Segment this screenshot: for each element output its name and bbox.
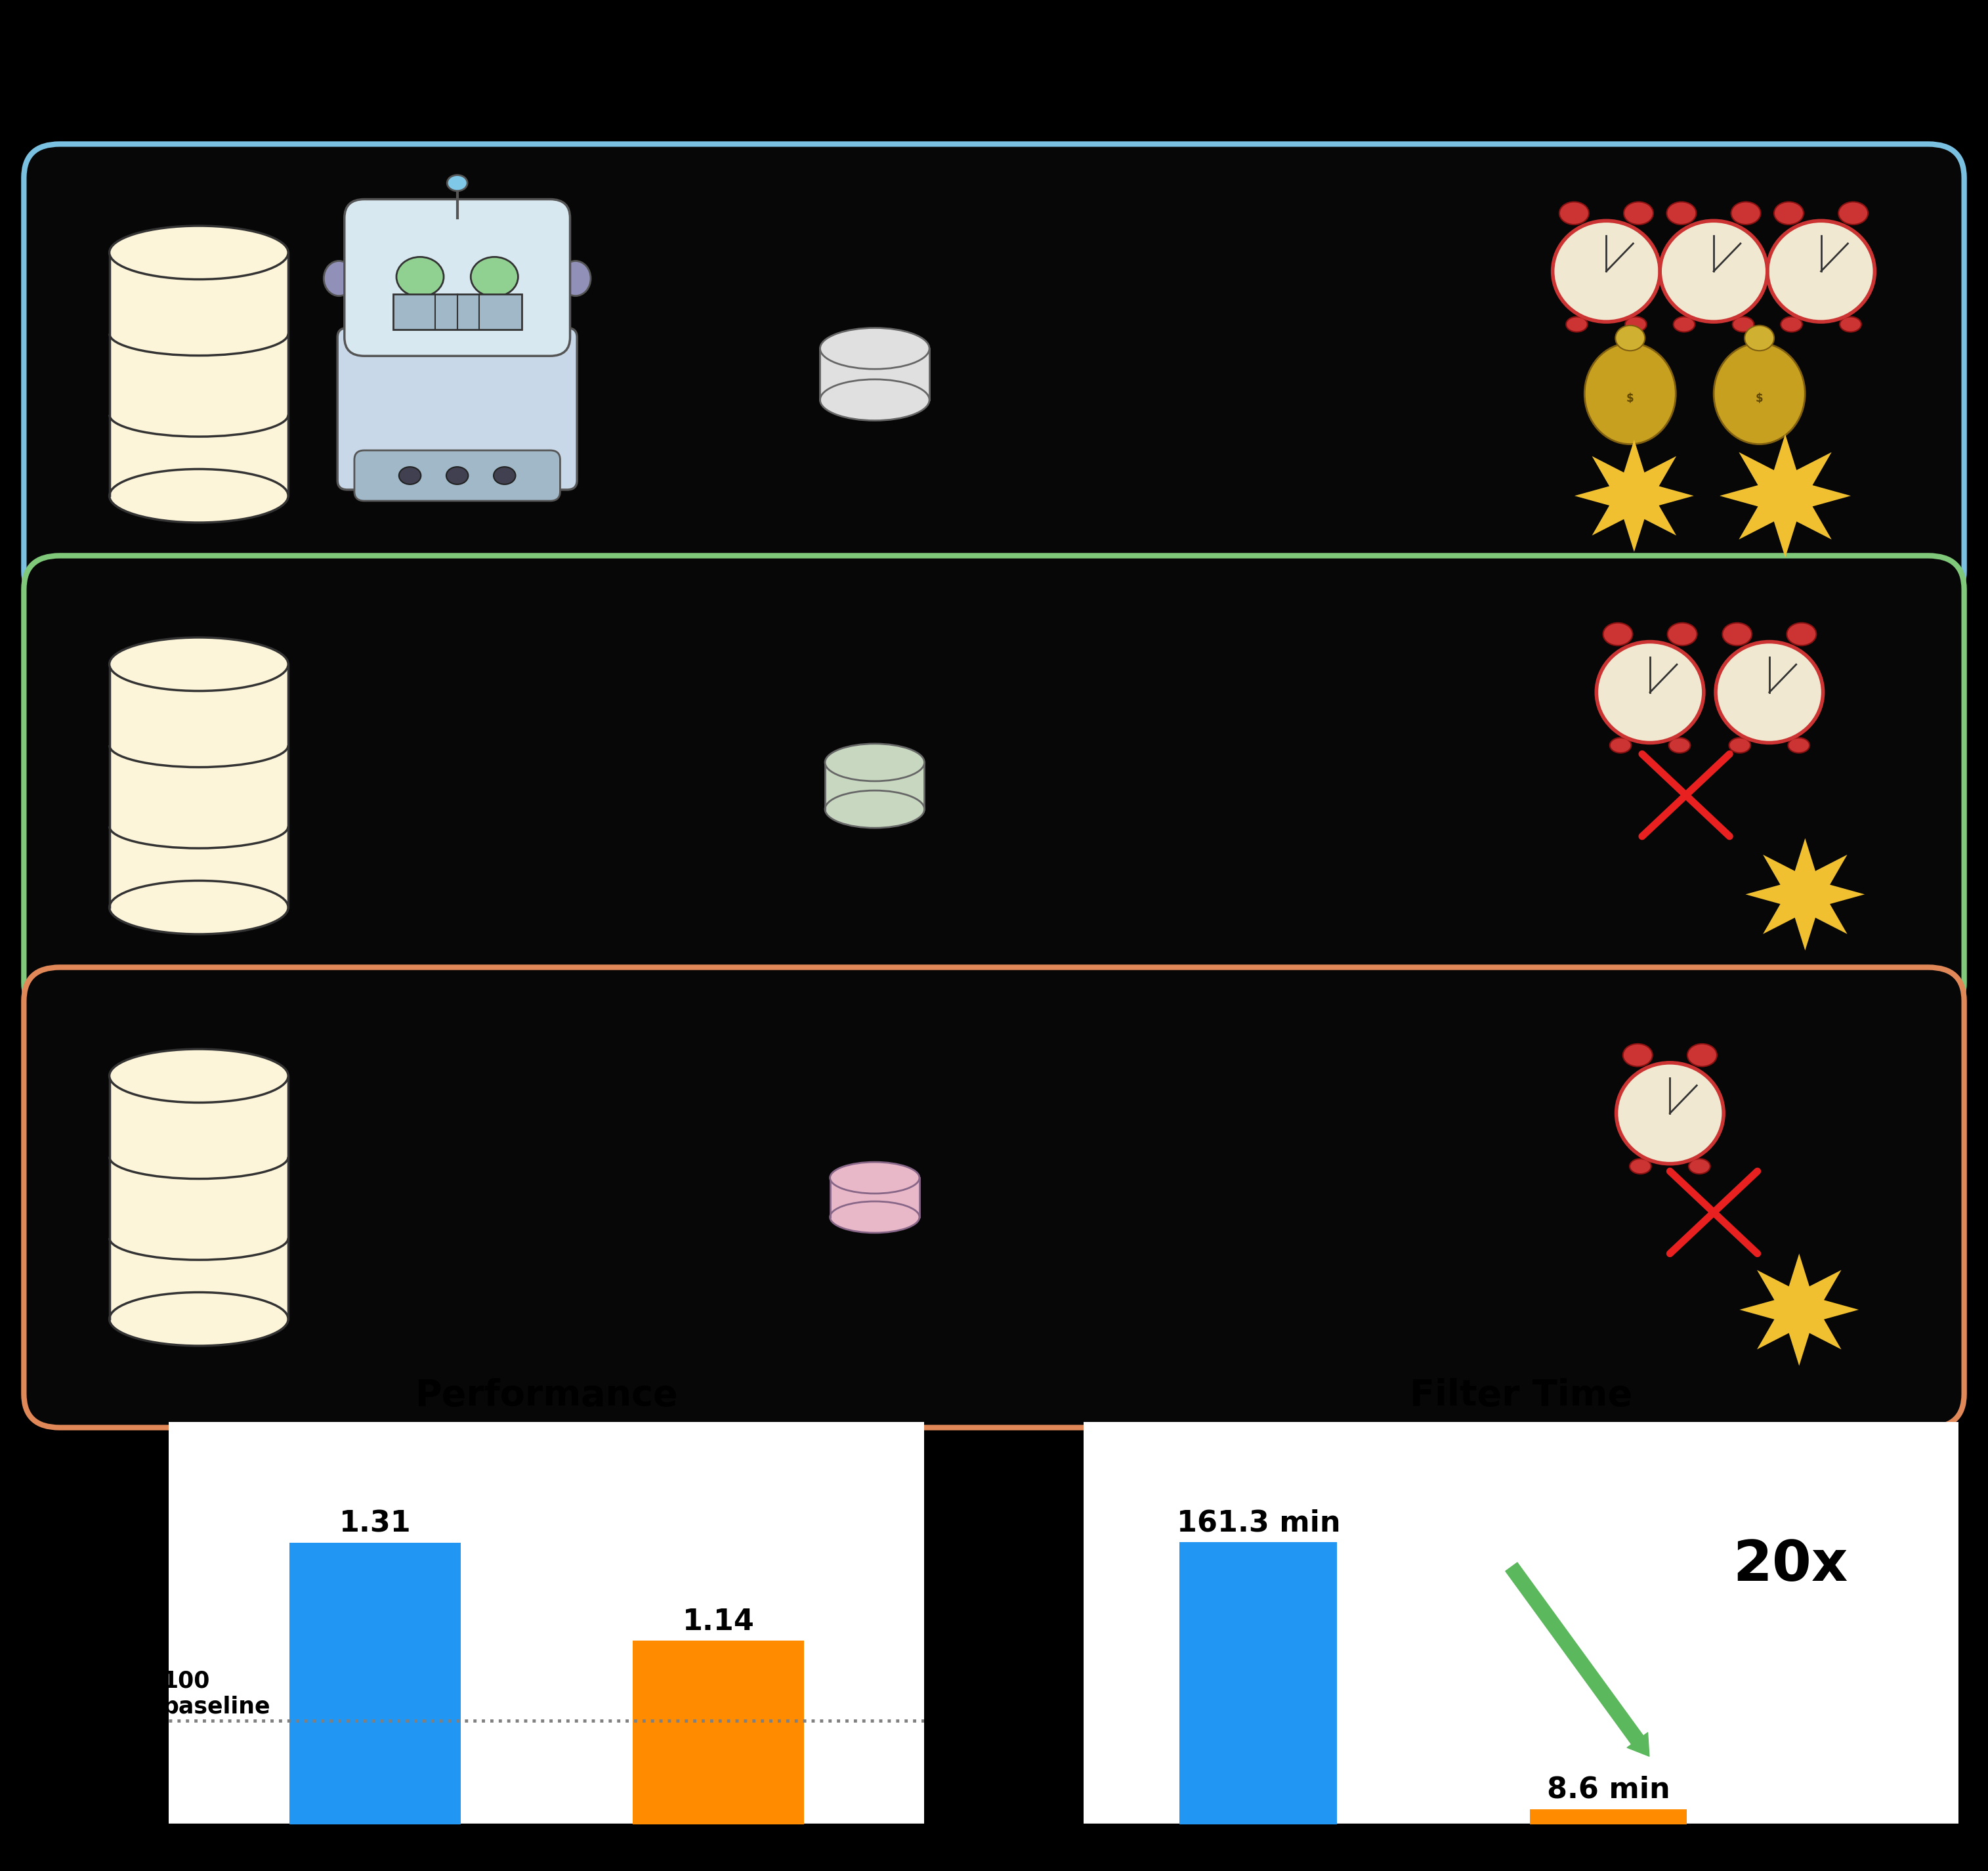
Ellipse shape <box>1767 221 1875 322</box>
Ellipse shape <box>1624 202 1654 225</box>
Ellipse shape <box>1839 202 1869 225</box>
FancyBboxPatch shape <box>24 556 1964 1016</box>
Ellipse shape <box>1596 642 1704 743</box>
Ellipse shape <box>1714 342 1805 443</box>
Ellipse shape <box>1624 316 1646 331</box>
Ellipse shape <box>1732 316 1753 331</box>
Ellipse shape <box>1839 316 1861 331</box>
Ellipse shape <box>1622 1044 1652 1066</box>
Ellipse shape <box>1732 202 1761 225</box>
Ellipse shape <box>1668 737 1690 752</box>
Text: 100
baseline: 100 baseline <box>163 1669 270 1718</box>
FancyBboxPatch shape <box>394 294 521 329</box>
FancyBboxPatch shape <box>819 348 928 400</box>
Text: 20x: 20x <box>1734 1538 1847 1592</box>
Ellipse shape <box>445 468 469 485</box>
Ellipse shape <box>109 470 288 522</box>
Text: 161.3 min: 161.3 min <box>1177 1508 1340 1536</box>
Ellipse shape <box>1630 1158 1652 1173</box>
Ellipse shape <box>561 260 590 296</box>
Ellipse shape <box>1787 737 1809 752</box>
Ellipse shape <box>1567 316 1588 331</box>
FancyBboxPatch shape <box>344 200 571 355</box>
Ellipse shape <box>1602 623 1632 645</box>
Ellipse shape <box>1716 642 1823 743</box>
Ellipse shape <box>396 256 443 297</box>
Ellipse shape <box>1584 342 1676 443</box>
Ellipse shape <box>447 176 467 191</box>
FancyBboxPatch shape <box>338 327 577 490</box>
Ellipse shape <box>1787 623 1817 645</box>
Ellipse shape <box>825 745 924 782</box>
Ellipse shape <box>1781 316 1803 331</box>
FancyBboxPatch shape <box>24 967 1964 1428</box>
Text: $: $ <box>1755 393 1763 404</box>
Ellipse shape <box>1553 221 1660 322</box>
Title: Performance: Performance <box>415 1377 678 1413</box>
Bar <box>632 1641 805 1871</box>
Ellipse shape <box>831 1162 918 1194</box>
Ellipse shape <box>109 638 288 690</box>
Ellipse shape <box>109 881 288 934</box>
Ellipse shape <box>471 256 519 297</box>
Ellipse shape <box>324 260 354 296</box>
Ellipse shape <box>1660 221 1767 322</box>
Ellipse shape <box>1688 1158 1710 1173</box>
Ellipse shape <box>1722 623 1751 645</box>
Polygon shape <box>1745 838 1865 950</box>
Text: 1.31: 1.31 <box>340 1510 412 1538</box>
Ellipse shape <box>1745 326 1773 350</box>
FancyArrowPatch shape <box>1505 1562 1650 1757</box>
Ellipse shape <box>825 791 924 827</box>
Text: 1.14: 1.14 <box>682 1607 755 1635</box>
Ellipse shape <box>109 226 288 279</box>
Ellipse shape <box>1666 202 1696 225</box>
Ellipse shape <box>831 1201 918 1233</box>
Ellipse shape <box>1616 326 1644 350</box>
Ellipse shape <box>1773 202 1803 225</box>
Text: 8.6 min: 8.6 min <box>1547 1776 1670 1804</box>
FancyBboxPatch shape <box>825 763 924 808</box>
Ellipse shape <box>1668 623 1698 645</box>
Title: Filter Time: Filter Time <box>1409 1377 1632 1413</box>
Ellipse shape <box>109 1293 288 1345</box>
Ellipse shape <box>1674 316 1696 331</box>
Polygon shape <box>1740 1254 1859 1366</box>
Ellipse shape <box>1730 737 1751 752</box>
Text: $: $ <box>1626 393 1634 404</box>
Ellipse shape <box>821 380 928 421</box>
Polygon shape <box>1720 434 1851 558</box>
Ellipse shape <box>1559 202 1588 225</box>
Ellipse shape <box>1616 1063 1724 1164</box>
Ellipse shape <box>1688 1044 1718 1066</box>
Polygon shape <box>1574 440 1694 552</box>
Bar <box>1179 1542 1338 1824</box>
Ellipse shape <box>493 468 515 485</box>
Ellipse shape <box>400 468 421 485</box>
Bar <box>288 1542 461 1871</box>
FancyBboxPatch shape <box>109 1076 288 1319</box>
FancyBboxPatch shape <box>24 144 1964 604</box>
FancyBboxPatch shape <box>109 253 288 496</box>
FancyBboxPatch shape <box>109 664 288 907</box>
Bar <box>1529 1809 1688 1824</box>
Ellipse shape <box>821 327 928 369</box>
FancyBboxPatch shape <box>831 1179 918 1218</box>
Ellipse shape <box>109 1050 288 1102</box>
FancyBboxPatch shape <box>354 451 561 501</box>
Ellipse shape <box>1610 737 1632 752</box>
